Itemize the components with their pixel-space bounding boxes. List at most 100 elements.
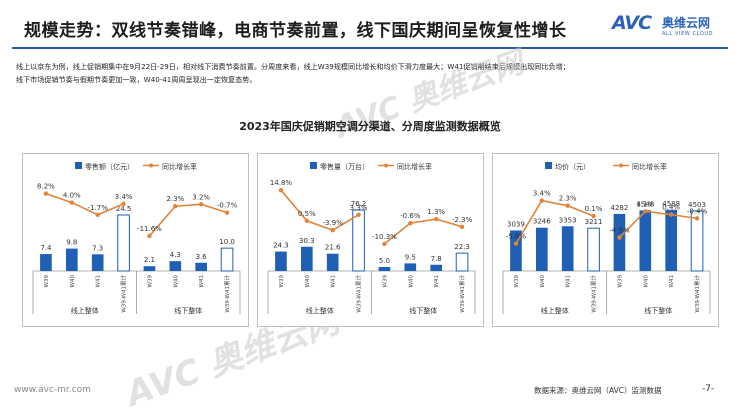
- legend-bar-label: 零售量（万台）: [320, 162, 369, 171]
- category-tick-label: W39: [44, 275, 50, 288]
- chart-price-svg: 均价（元） 同比增长率 3039 W39 3246 W40 3353 W41 3211 W39-W…: [502, 162, 711, 315]
- chart-panel-sales: 零售额（亿元） 同比增长率 7.4 W39 9.8 W40 7.3 W41 24.5 W39-W4…: [22, 153, 249, 327]
- chart-panel-price: 均价（元） 同比增长率 3039 W39 3246 W40 3353 W41 3211 W39-W…: [492, 153, 719, 327]
- bar-value-label: 22.3: [454, 243, 470, 251]
- growth-label: -10.3%: [372, 233, 397, 241]
- category-tick-label: W41: [566, 275, 572, 287]
- growth-point: [643, 209, 648, 214]
- growth-point: [43, 191, 49, 196]
- bar-value-label: 21.6: [325, 244, 341, 252]
- bar: [561, 226, 574, 271]
- bar: [65, 248, 78, 271]
- growth-point: [459, 224, 465, 229]
- group-label: 线上整体: [541, 306, 569, 315]
- footer-url: www.avc-mr.com: [14, 385, 91, 395]
- growth-point: [95, 212, 100, 217]
- growth-line: [515, 199, 594, 245]
- growth-point: [356, 212, 361, 217]
- bar: [430, 264, 443, 271]
- bar: [91, 254, 104, 271]
- category-tick-label: W40: [643, 275, 649, 288]
- chart-volume-svg: 零售量（万台） 同比增长率 24.3 W39 30.3 W40 21.6 W41 76.2 W39…: [267, 162, 476, 315]
- bar-value-label: 3.6: [196, 253, 208, 261]
- category-tick-label: W41: [669, 275, 675, 287]
- bar-value-label: 3353: [559, 216, 577, 224]
- legend-line-marker: [619, 163, 623, 168]
- growth-line: [280, 189, 359, 232]
- category-tick-label: W40: [408, 275, 414, 288]
- growth-point: [173, 204, 178, 209]
- intro-text: 线上以京东为例，线上促销期集中在9月22日-29日，相对线下消费节奏前置。分周度…: [16, 60, 728, 86]
- category-tick-label: W40: [173, 275, 179, 288]
- bar: [665, 209, 678, 271]
- intro-line-2: 线下市场促销节奏与假期节奏更加一致，W40-41周周呈现出一定恢复态势。: [16, 75, 257, 84]
- legend-line-marker: [149, 163, 153, 168]
- category-tick-label: W41: [331, 275, 337, 287]
- bar: [195, 262, 208, 271]
- bar-cumulative: [117, 214, 130, 272]
- bar: [510, 230, 522, 271]
- legend-bar-swatch: [310, 162, 317, 169]
- bar: [143, 266, 156, 271]
- title-rule: [12, 47, 728, 49]
- bar-value-label: 24.5: [116, 205, 132, 213]
- growth-point: [382, 241, 387, 247]
- category-tick-label: W39: [514, 275, 520, 288]
- category-tick-label: W39-W41累计: [355, 275, 363, 313]
- bar-cumulative: [690, 210, 704, 272]
- growth-point: [330, 228, 335, 233]
- growth-label: -5.8%: [506, 233, 527, 241]
- growth-label: 2.3%: [559, 195, 577, 203]
- bar-cumulative: [352, 209, 365, 272]
- growth-point: [304, 218, 310, 223]
- growth-label: 2.3%: [166, 195, 184, 203]
- bar-value-label: 4588: [662, 200, 680, 208]
- growth-label: -2.3%: [452, 216, 473, 224]
- growth-point: [668, 212, 674, 217]
- growth-point: [224, 210, 230, 215]
- logo-cn-text: 奥维云网: [662, 16, 711, 30]
- bar-value-label: 3039: [507, 220, 525, 228]
- growth-label: -0.4%: [687, 207, 708, 215]
- bar: [613, 213, 626, 271]
- header: 规模走势：双线节奏错峰，电商节奏前置，线下国庆期间呈恢复性增长 AVC 奥维云网…: [0, 0, 740, 56]
- bar-value-label: 7.8: [431, 255, 442, 263]
- growth-point: [69, 200, 75, 205]
- bar-value-label: 3246: [533, 218, 551, 226]
- legend-bar-swatch: [545, 162, 552, 169]
- growth-label: 8.2%: [37, 183, 55, 191]
- bar-cumulative: [587, 227, 600, 272]
- page-number: -7-: [702, 384, 715, 394]
- growth-label: 1.1%: [636, 200, 654, 208]
- growth-point: [198, 202, 204, 207]
- chart-panel-volume: 零售量（万台） 同比增长率 24.3 W39 30.3 W40 21.6 W41 76.2 W39…: [257, 153, 484, 327]
- growth-point: [513, 241, 519, 246]
- growth-line: [383, 218, 463, 245]
- growth-label: -11.6%: [137, 225, 162, 233]
- brand-logo: AVC 奥维云网 ALL VIEW CLOUD: [612, 10, 730, 44]
- growth-point: [565, 203, 570, 208]
- bar-cumulative: [455, 252, 469, 272]
- legend-bar-label: 零售额（亿元）: [85, 162, 134, 171]
- bar-value-label: 76.2: [351, 200, 367, 208]
- legend-line-label: 同比增长率: [397, 162, 432, 171]
- category-tick-label: W40: [305, 275, 311, 288]
- bar-value-label: 5.0: [379, 257, 390, 265]
- bar-value-label: 4548: [636, 200, 654, 208]
- bar: [535, 227, 548, 271]
- legend-line-label: 同比增长率: [632, 162, 667, 171]
- growth-point: [147, 233, 152, 239]
- growth-label: -4.5%: [609, 227, 630, 235]
- group-label: 线下整体: [644, 306, 672, 315]
- category-tick-label: W39: [382, 275, 388, 288]
- growth-line: [45, 192, 124, 216]
- category-tick-label: W40: [70, 275, 76, 288]
- growth-point: [278, 187, 284, 193]
- bar: [300, 246, 313, 271]
- category-tick-label: W41: [434, 275, 440, 287]
- category-tick-label: W41: [96, 275, 102, 287]
- bar-value-label: 2.1: [144, 256, 155, 264]
- growth-label: -0.7%: [217, 202, 238, 210]
- bar-value-label: 4503: [688, 201, 706, 209]
- bar-cumulative: [220, 247, 234, 272]
